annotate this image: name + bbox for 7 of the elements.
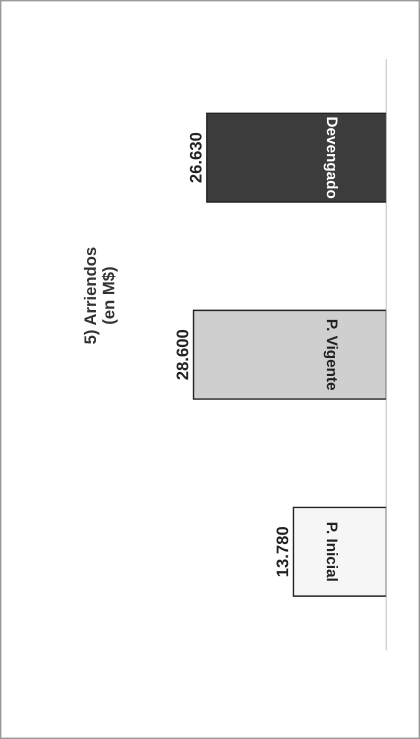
y-tick-label: P. Inicial: [326, 522, 338, 581]
data-label: 13.780: [276, 526, 288, 576]
text: 5) Arriendos (en M$): [84, 248, 118, 344]
y-tick-label: Devengado: [324, 118, 338, 198]
data-label: 26.630: [190, 132, 202, 183]
data-label: 28.600: [176, 330, 188, 380]
y-tick-label: P. Vigente: [324, 320, 338, 390]
